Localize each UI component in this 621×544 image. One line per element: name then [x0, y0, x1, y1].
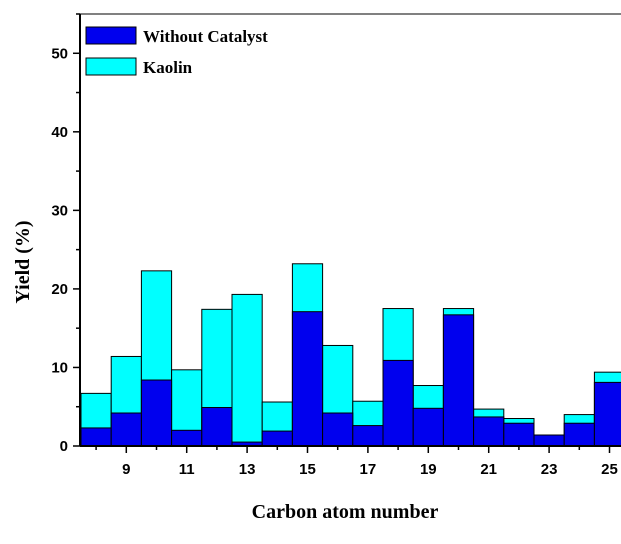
x-tick-label: 25 — [601, 461, 618, 478]
bar-without-catalyst-c16 — [322, 412, 354, 447]
x-tick-label: 21 — [480, 461, 497, 478]
y-ticks: 0 10 20 30 40 50 — [51, 13, 80, 455]
y-tick-label: 10 — [51, 359, 68, 376]
bar-without-catalyst-c9 — [110, 412, 142, 447]
bar-without-catalyst-c18 — [382, 359, 414, 447]
y-tick-label: 40 — [51, 124, 68, 141]
legend-label-without-catalyst: Without Catalyst — [143, 27, 268, 46]
y-tick-label: 30 — [51, 202, 68, 219]
bar-without-catalyst-c23 — [533, 434, 565, 447]
x-axis-title: Carbon atom number — [252, 501, 439, 523]
y-axis-title: Yield (%) — [12, 220, 34, 303]
bar-without-catalyst-c14 — [261, 430, 293, 447]
y-tick-label: 20 — [51, 281, 68, 298]
bar-without-catalyst-c8 — [80, 427, 112, 447]
x-tick-label: 11 — [179, 461, 195, 478]
y-tick-label: 0 — [60, 438, 68, 455]
bar-without-catalyst-c10 — [140, 379, 173, 447]
bar-without-catalyst-c20 — [442, 314, 475, 447]
legend: Without Catalyst Kaolin — [85, 26, 268, 77]
x-tick-label: 9 — [122, 461, 130, 478]
bar-without-catalyst-c12 — [201, 407, 233, 447]
y-tick-label: 50 — [51, 45, 68, 62]
bar-without-catalyst-c21 — [473, 416, 505, 447]
x-tick-label: 19 — [420, 461, 437, 478]
bar-without-catalyst-c24 — [563, 422, 595, 447]
x-tick-label: 23 — [541, 461, 558, 478]
legend-swatch-without-catalyst — [85, 26, 137, 45]
bar-without-catalyst-c17 — [352, 425, 384, 447]
bar-without-catalyst-c19 — [412, 407, 444, 447]
x-tick-label: 15 — [299, 461, 316, 478]
x-tick-label: 13 — [239, 461, 256, 478]
legend-swatch-kaolin — [85, 57, 137, 76]
bar-without-catalyst-c25 — [593, 381, 621, 447]
x-tick-label: 17 — [360, 461, 377, 478]
x-ticks: 9 11 13 15 17 19 21 23 25 — [95, 446, 618, 478]
bar-without-catalyst-c22 — [503, 422, 535, 447]
bar-kaolin-c13 — [231, 293, 263, 447]
legend-label-kaolin: Kaolin — [143, 58, 193, 77]
bar-without-catalyst-c11 — [171, 429, 203, 447]
bar-without-catalyst-c15 — [291, 311, 324, 447]
